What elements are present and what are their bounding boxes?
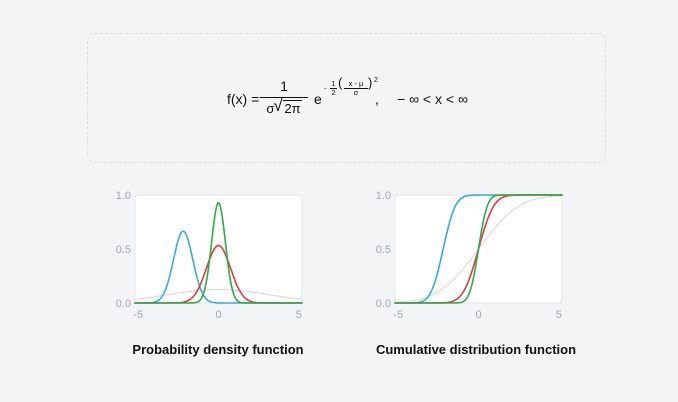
- exponent-minus: -: [324, 84, 327, 93]
- half-denominator: 2: [331, 88, 336, 97]
- x-tick-label: -5: [393, 309, 403, 321]
- formula-lhs: f(x) =: [227, 91, 260, 107]
- y-tick-label: 0.5: [116, 244, 131, 256]
- x-tick-label: -5: [133, 309, 143, 321]
- cdf-chart-title: Cumulative distribution function: [375, 342, 577, 357]
- formula-comma: ,: [375, 91, 379, 107]
- square-root: √ 2π: [273, 96, 302, 118]
- left-paren: (: [338, 75, 343, 90]
- fraction-denominator: σ √ 2π: [260, 96, 308, 118]
- plot-area: [134, 194, 303, 304]
- euler-e: e: [314, 91, 322, 107]
- fraction-numerator: 1: [280, 78, 288, 94]
- series-line-green: [394, 194, 563, 304]
- cdf-chart: 0.0 0.5 1.0 -5 0 5: [376, 190, 563, 321]
- exponent-half: 1 2: [330, 80, 337, 97]
- x-tick-label: 0: [475, 309, 481, 321]
- y-tick-label: 0.0: [376, 298, 391, 310]
- half-numerator: 1: [331, 79, 336, 88]
- inner-numerator: x - μ: [348, 79, 364, 88]
- pdf-chart-title: Probability density function: [132, 342, 304, 357]
- x-tick-label: 0: [215, 309, 221, 321]
- fraction-bar: [260, 97, 308, 98]
- y-tick-label: 0.5: [376, 244, 391, 256]
- y-tick-label: 1.0: [376, 190, 391, 202]
- formula-range: − ∞ < x < ∞: [397, 91, 468, 107]
- sigma-symbol: σ: [266, 101, 275, 116]
- exponent-power: 2: [374, 77, 378, 84]
- right-paren: ): [368, 75, 373, 90]
- y-tick-label: 1.0: [116, 190, 131, 202]
- pdf-chart: 0.0 0.5 1.0 -5 0 5: [116, 190, 303, 321]
- series-line-green: [134, 201, 303, 304]
- half-bar: [330, 88, 337, 89]
- formula-box: f(x) = 1 σ √ 2π e - 1 2 ( x - μ σ ) 2 , − …: [87, 33, 606, 163]
- radicand: 2π: [283, 100, 302, 116]
- formula-fraction: 1 σ √ 2π: [260, 78, 308, 118]
- normal-distribution-formula: f(x) = 1 σ √ 2π e - 1 2 ( x - μ σ ) 2 , − …: [88, 34, 605, 162]
- x-tick-label: 5: [556, 309, 562, 321]
- inner-bar: [344, 88, 368, 89]
- inner-denominator: σ: [353, 88, 359, 97]
- exponent-inner-fraction: x - μ σ: [344, 80, 368, 97]
- radical-sign: √: [273, 96, 283, 115]
- x-tick-label: 5: [296, 309, 302, 321]
- y-tick-label: 0.0: [116, 298, 131, 310]
